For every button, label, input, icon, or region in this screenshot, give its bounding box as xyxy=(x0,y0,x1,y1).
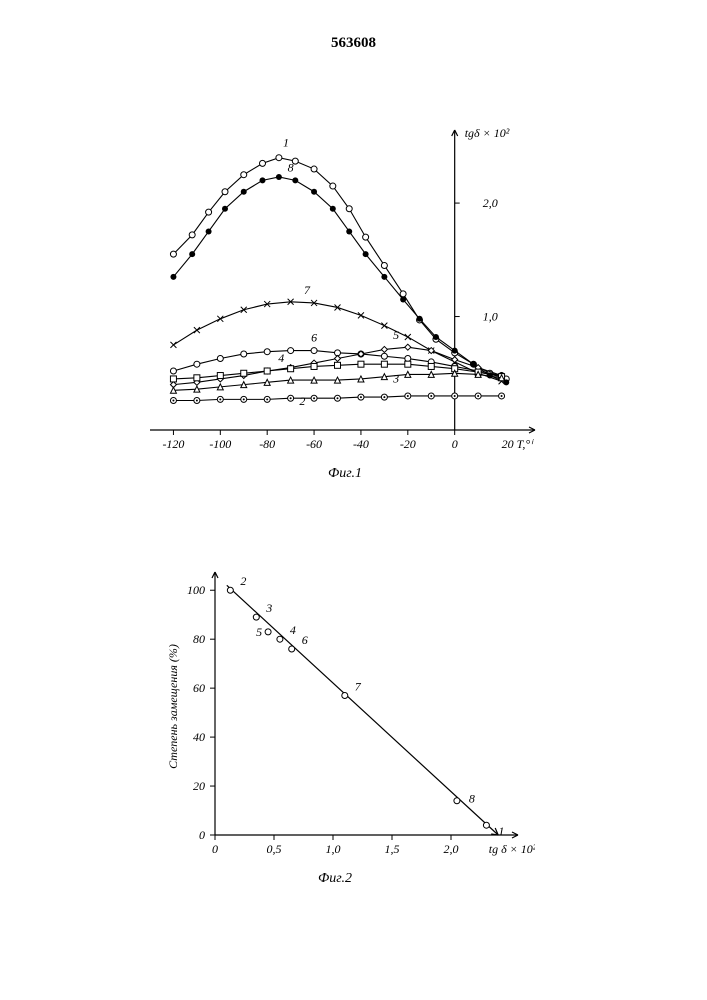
svg-text:6: 6 xyxy=(311,331,317,345)
svg-text:60: 60 xyxy=(193,681,205,695)
svg-text:Степень замещения (%): Степень замещения (%) xyxy=(166,644,180,769)
svg-text:7: 7 xyxy=(304,283,311,297)
page-number: 563608 xyxy=(0,35,707,52)
fig2-chart: 0 0,5 1,0 1,5 2,0 tg δ × 10² 0 20 40 60 80 100 Степе… xyxy=(155,560,535,890)
svg-text:tgδ × 10²: tgδ × 10² xyxy=(465,126,510,140)
svg-text:-20: -20 xyxy=(400,437,416,451)
svg-text:2: 2 xyxy=(299,394,305,408)
svg-text:1,0: 1,0 xyxy=(483,310,498,324)
svg-text:7: 7 xyxy=(355,679,362,693)
svg-text:-100: -100 xyxy=(209,437,231,451)
svg-text:5: 5 xyxy=(393,328,399,342)
svg-text:0: 0 xyxy=(452,437,458,451)
svg-text:4: 4 xyxy=(290,623,296,637)
svg-text:Фиг.2: Фиг.2 xyxy=(318,871,352,886)
svg-text:Фиг.1: Фиг.1 xyxy=(328,466,362,481)
fig1-chart: -120 -100 -80 -60 -40 -20 0 20 T,°ⁱ 1,0 2,0 tgδ × … xyxy=(130,115,590,485)
svg-text:0: 0 xyxy=(212,842,218,856)
svg-text:1: 1 xyxy=(283,135,289,149)
svg-text:tg δ × 10²: tg δ × 10² xyxy=(489,842,535,856)
svg-text:3: 3 xyxy=(392,371,399,385)
svg-text:0: 0 xyxy=(199,828,205,842)
svg-text:1,0: 1,0 xyxy=(326,842,341,856)
svg-text:4: 4 xyxy=(278,351,284,365)
svg-text:80: 80 xyxy=(193,632,205,646)
svg-text:8: 8 xyxy=(469,792,475,806)
svg-text:20 T,°ⁱ: 20 T,°ⁱ xyxy=(502,437,535,451)
svg-text:100: 100 xyxy=(187,583,205,597)
svg-text:6: 6 xyxy=(302,633,308,647)
svg-text:-120: -120 xyxy=(162,437,184,451)
svg-text:40: 40 xyxy=(193,730,205,744)
svg-text:-40: -40 xyxy=(353,437,369,451)
svg-text:2,0: 2,0 xyxy=(483,196,498,210)
svg-text:0,5: 0,5 xyxy=(267,842,282,856)
svg-text:3: 3 xyxy=(265,601,272,615)
svg-text:2: 2 xyxy=(240,574,246,588)
svg-text:1: 1 xyxy=(498,824,504,838)
svg-text:8: 8 xyxy=(288,160,294,174)
svg-text:-60: -60 xyxy=(306,437,322,451)
svg-text:20: 20 xyxy=(193,779,205,793)
svg-text:5: 5 xyxy=(256,625,262,639)
svg-text:-80: -80 xyxy=(259,437,275,451)
svg-text:2,0: 2,0 xyxy=(444,842,459,856)
svg-text:1,5: 1,5 xyxy=(385,842,400,856)
